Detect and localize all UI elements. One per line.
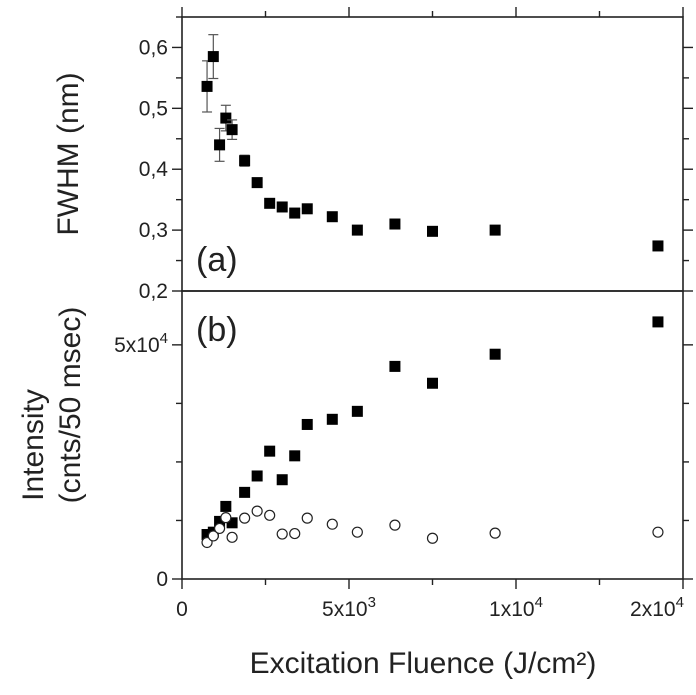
fwhm-data-point	[264, 197, 276, 209]
panel-b-ytick-label: 5x104	[114, 330, 168, 357]
intensity-open-point	[301, 512, 313, 524]
intensity-open-point	[289, 527, 301, 540]
intensity-open-point	[207, 530, 219, 542]
fwhm-data-point	[214, 139, 226, 151]
panel-b-ytick-label-base: 5x10	[114, 334, 160, 357]
xtick-label: 2x104	[630, 594, 684, 621]
intensity-open-point	[426, 532, 439, 544]
intensity-filled-point	[220, 500, 232, 512]
intensity-open-point	[220, 512, 232, 524]
fwhm-data-point	[207, 51, 219, 63]
panel-a-ytick-label: 0,5	[139, 97, 168, 120]
xtick-label-exponent: 4	[676, 594, 684, 611]
xtick-label-base: 0	[176, 598, 188, 621]
xtick-label-base: 5x10	[322, 598, 368, 621]
intensity-open-point	[251, 505, 263, 517]
fwhm-data-point	[301, 203, 313, 215]
fwhm-data-point	[220, 112, 232, 124]
fwhm-data-point	[326, 211, 338, 223]
fwhm-data-point	[652, 240, 664, 252]
xtick-label-exponent: 4	[535, 594, 543, 611]
intensity-filled-point	[326, 413, 338, 425]
xtick-label: 1x104	[489, 594, 543, 621]
intensity-filled-point	[264, 445, 276, 457]
xtick-label-base: 1x10	[489, 598, 535, 621]
xtick-label-base: 2x10	[630, 598, 676, 621]
intensity-open-point	[489, 527, 501, 539]
intensity-open-point	[264, 509, 276, 521]
fwhm-data-point	[389, 218, 401, 230]
xtick-label-exponent: 3	[368, 594, 376, 611]
intensity-open-point	[226, 531, 238, 543]
intensity-open-point	[213, 522, 226, 535]
intensity-filled-point	[276, 474, 288, 486]
panel-b-ytick-label: 0	[156, 568, 168, 591]
fwhm-data-point	[489, 224, 501, 236]
panel-a-ytick-label: 0,2	[139, 280, 168, 303]
panel-a-ytick-label: 0,6	[139, 36, 168, 59]
panel-b-ylabel-line1: Intensity	[17, 389, 50, 501]
panel-b-ytick-label-exponent: 4	[160, 330, 168, 347]
panel-a-ytick-label: 0,3	[139, 219, 168, 242]
xtick-label: 0	[176, 598, 188, 621]
shared-axis-labels: Excitation Fluence (J/cm²)	[250, 647, 597, 680]
x-axis-label: Excitation Fluence (J/cm²)	[250, 647, 597, 680]
panel-a-ylabel: FWHM (nm)	[52, 72, 85, 235]
panel-a-label: (a)	[196, 241, 238, 279]
intensity-open-point	[239, 512, 251, 524]
intensity-filled-point	[652, 316, 664, 328]
intensity-open-point	[351, 526, 363, 538]
fwhm-data-point	[201, 80, 213, 92]
intensity-filled-point	[251, 470, 263, 482]
panel-a-frame	[181, 16, 684, 292]
fwhm-data-point	[427, 225, 438, 237]
xtick-label: 5x103	[322, 594, 376, 621]
intensity-filled-point	[239, 486, 251, 498]
intensity-filled-point	[289, 450, 301, 462]
intensity-open-point	[652, 526, 664, 538]
fwhm-data-point	[226, 124, 238, 136]
fwhm-data-point	[239, 155, 251, 167]
intensity-filled-point	[389, 360, 401, 372]
intensity-filled-point	[301, 418, 313, 430]
intensity-open-point	[389, 519, 401, 531]
intensity-open-point	[326, 518, 338, 530]
panel-b-label: (b)	[196, 311, 238, 349]
fwhm-data-point	[276, 201, 288, 213]
panel-b-ytick-label-base: 0	[156, 568, 168, 591]
panel-a: 0,2 0,3 0,4 0,5 0,6 FWHM (nm) (a)	[52, 7, 693, 303]
panel-a-ytick-label: 0,4	[139, 158, 169, 181]
fwhm-data-point	[351, 224, 363, 236]
fwhm-data-point	[289, 207, 301, 219]
intensity-filled-point	[489, 348, 501, 360]
intensity-filled-point	[427, 377, 438, 389]
fwhm-data-point	[251, 177, 263, 189]
intensity-open-point	[276, 528, 288, 540]
intensity-filled-point	[351, 405, 363, 417]
panel-b-ylabel-line2: (cnts/50 msec)	[54, 307, 87, 504]
